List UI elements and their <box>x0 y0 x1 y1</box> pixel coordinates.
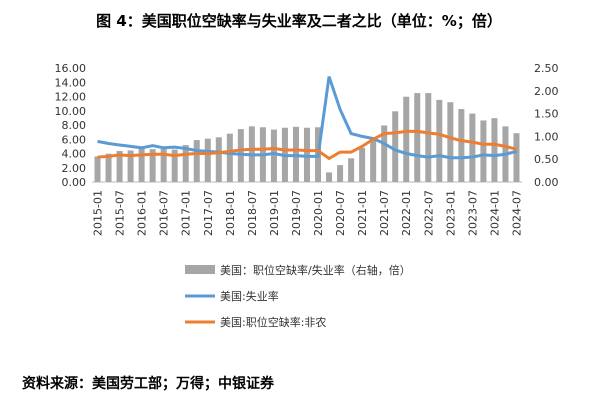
y2-tick-label: 2.50 <box>534 62 559 75</box>
y-tick-label: 6.00 <box>62 133 87 146</box>
bar <box>403 96 410 182</box>
y-tick-label: 12.00 <box>55 91 87 104</box>
legend-label: 美国:职位空缺率:非农 <box>220 315 326 329</box>
bar <box>337 165 344 182</box>
bar <box>370 138 377 182</box>
x-tick-label: 2022-07 <box>422 190 435 236</box>
bar <box>469 113 476 182</box>
bar <box>326 172 333 182</box>
bar <box>116 150 123 182</box>
bar <box>94 156 101 182</box>
bar <box>381 125 388 182</box>
bar <box>138 146 145 182</box>
x-tick-label: 2016-01 <box>136 190 149 236</box>
x-tick-label: 2016-07 <box>158 190 171 236</box>
bar <box>480 120 487 182</box>
bar <box>392 111 399 182</box>
x-tick-label: 2020-01 <box>312 190 325 236</box>
bar <box>193 140 200 182</box>
legend-label: 美国：职位空缺率/失业率（右轴，倍） <box>220 263 411 277</box>
bar <box>425 93 432 182</box>
x-tick-label: 2015-07 <box>114 190 127 236</box>
bar <box>127 150 134 182</box>
x-tick-label: 2024-07 <box>510 190 523 236</box>
bar <box>458 109 465 182</box>
y2-tick-label: 2.00 <box>534 85 559 98</box>
x-tick-label: 2021-07 <box>378 190 391 236</box>
bar <box>447 102 454 182</box>
bar <box>348 158 355 182</box>
bar <box>359 147 366 182</box>
bar <box>160 146 167 182</box>
x-tick-label: 2020-07 <box>334 190 347 236</box>
line <box>97 129 517 161</box>
x-tick-label: 2015-01 <box>92 190 105 236</box>
bar <box>226 133 233 182</box>
x-tick-label: 2019-01 <box>268 190 281 236</box>
y2-tick-label: 0.50 <box>534 153 559 166</box>
y-tick-label: 4.00 <box>62 148 87 161</box>
x-tick-label: 2022-01 <box>400 190 413 236</box>
x-tick-label: 2018-01 <box>224 190 237 236</box>
source: 资料来源：美国劳工部；万得；中银证券 <box>22 375 275 392</box>
bar <box>491 118 498 182</box>
x-tick-label: 2024-01 <box>488 190 501 236</box>
legend-label: 美国:失业率 <box>220 289 279 303</box>
y-tick-label: 2.00 <box>62 162 87 175</box>
bar <box>204 138 211 182</box>
x-tick-label: 2017-07 <box>202 190 215 236</box>
line <box>97 76 517 160</box>
bar <box>414 93 421 182</box>
bar <box>182 145 189 182</box>
bar <box>171 149 178 182</box>
y-tick-label: 8.00 <box>62 119 87 132</box>
x-tick-label: 2017-01 <box>180 190 193 236</box>
bar <box>436 99 443 182</box>
y-tick-label: 14.00 <box>55 76 87 89</box>
legend-swatch <box>185 265 215 274</box>
x-tick-label: 2018-07 <box>246 190 259 236</box>
y2-tick-label: 1.50 <box>534 108 559 121</box>
y-tick-label: 10.00 <box>55 105 87 118</box>
bar <box>105 153 112 182</box>
x-tick-label: 2023-01 <box>444 190 457 236</box>
y-tick-label: 0.00 <box>62 176 87 189</box>
bar <box>270 129 277 182</box>
y2-tick-label: 0.00 <box>534 176 559 189</box>
chart-title: 图 4：美国职位空缺率与失业率及二者之比（单位：%；倍） <box>96 12 502 30</box>
y2-tick-label: 1.00 <box>534 130 559 143</box>
x-tick-label: 2023-07 <box>466 190 479 236</box>
x-tick-label: 2021-01 <box>356 190 369 236</box>
y-tick-label: 16.00 <box>55 62 87 75</box>
bar <box>513 133 520 182</box>
bar <box>149 149 156 182</box>
bar <box>215 137 222 182</box>
x-tick-label: 2019-07 <box>290 190 303 236</box>
